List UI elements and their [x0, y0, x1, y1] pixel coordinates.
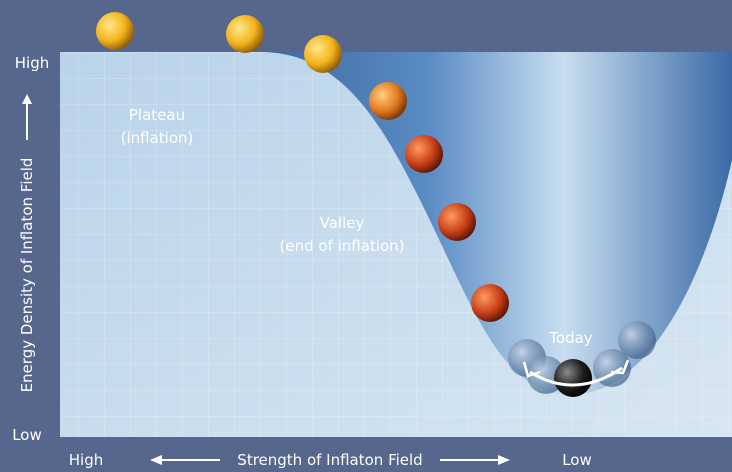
annotation: (end of inflation): [279, 237, 404, 255]
x-arrows: [150, 455, 510, 465]
x-low: Low: [562, 451, 592, 469]
ball: [618, 321, 656, 359]
y-arrow: [22, 94, 32, 140]
ball: [405, 135, 443, 173]
annotation: Valley: [320, 214, 365, 232]
y-axis-label: Energy Density of Inflaton Field: [18, 158, 36, 393]
annotation: Today: [548, 329, 593, 347]
ball: [96, 12, 134, 50]
balls: [96, 12, 656, 397]
annotation: (inflation): [121, 129, 194, 147]
x-high: High: [69, 451, 103, 469]
ball: [438, 203, 476, 241]
oscillation-arrow: [522, 359, 630, 387]
x-axis-label: Strength of Inflaton Field: [237, 451, 422, 469]
ball: [226, 15, 264, 53]
ball: [554, 359, 592, 397]
ball: [369, 82, 407, 120]
y-high: High: [15, 54, 49, 72]
ball: [471, 284, 509, 322]
ball: [304, 35, 342, 73]
y-low: Low: [12, 426, 42, 444]
annotation: Plateau: [129, 106, 185, 124]
potential-panel: [60, 52, 732, 437]
